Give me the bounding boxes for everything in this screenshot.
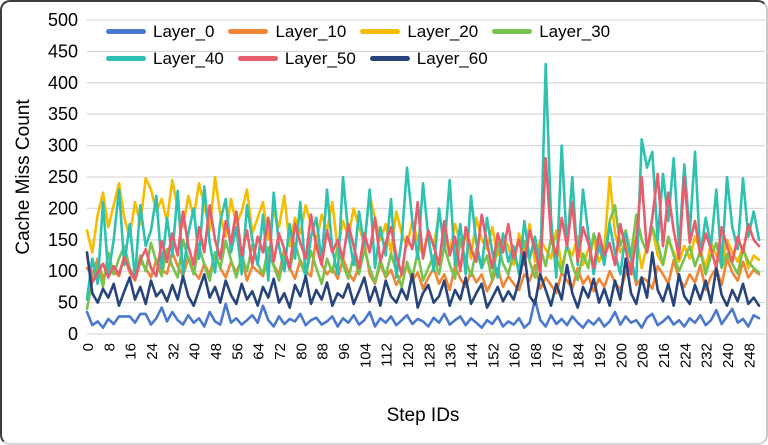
y-tick-label: 100 bbox=[48, 261, 78, 281]
legend-item-layer_50: Layer_50 bbox=[237, 48, 356, 69]
legend-item-layer_10: Layer_10 bbox=[228, 22, 346, 42]
series-line-layer_40 bbox=[85, 62, 761, 301]
legend-label: Layer_50 bbox=[284, 48, 356, 68]
legend-swatch-icon bbox=[369, 56, 410, 61]
x-tick-label: 120 bbox=[400, 343, 417, 368]
legend-label: Layer_0 bbox=[153, 21, 215, 41]
x-tick-label: 16 bbox=[123, 343, 140, 360]
legend-item-layer_40: Layer_40 bbox=[106, 49, 224, 69]
x-tick-label: 224 bbox=[677, 343, 694, 368]
y-axis-title: Cache Miss Count bbox=[13, 99, 34, 255]
series-line-layer_60 bbox=[85, 251, 761, 309]
legend-swatch-icon bbox=[228, 29, 269, 34]
x-tick-label: 40 bbox=[187, 343, 204, 360]
legend-label: Layer_60 bbox=[416, 48, 488, 68]
x-tick-label: 80 bbox=[293, 343, 310, 360]
x-tick-label: 208 bbox=[635, 343, 652, 368]
x-tick-label: 48 bbox=[208, 343, 225, 360]
x-tick-label: 96 bbox=[336, 343, 353, 360]
x-tick-label: 144 bbox=[464, 343, 481, 368]
y-tick-label: 250 bbox=[48, 167, 78, 187]
x-tick-label: 152 bbox=[485, 343, 502, 368]
x-tick-label: 112 bbox=[379, 343, 396, 367]
series-line-layer_0 bbox=[85, 298, 761, 330]
legend-swatch-icon bbox=[237, 56, 278, 61]
x-tick-label: 192 bbox=[592, 343, 609, 368]
x-tick-label: 160 bbox=[507, 343, 524, 368]
x-tick-label: 168 bbox=[528, 343, 545, 368]
y-tick-label: 300 bbox=[48, 136, 78, 156]
legend-item-layer_20: Layer_20 bbox=[360, 22, 478, 42]
y-tick-label: 500 bbox=[48, 10, 78, 30]
x-tick-label: 232 bbox=[699, 343, 716, 368]
x-tick-label: 64 bbox=[251, 343, 268, 360]
x-tick-label: 184 bbox=[571, 343, 588, 368]
x-tick-label: 128 bbox=[421, 343, 438, 368]
x-tick-label: 104 bbox=[357, 343, 374, 368]
legend-label: Layer_10 bbox=[275, 21, 347, 41]
y-tick-label: 350 bbox=[48, 104, 78, 124]
x-tick-label: 248 bbox=[741, 343, 758, 368]
y-tick-label: 450 bbox=[48, 41, 78, 61]
legend-label: Layer_20 bbox=[407, 21, 479, 41]
x-tick-label: 32 bbox=[165, 343, 182, 360]
y-tick-label: 50 bbox=[58, 293, 78, 313]
legend-swatch-icon bbox=[106, 56, 146, 61]
legend-label: Layer_30 bbox=[539, 21, 611, 41]
x-tick-label: 8 bbox=[101, 343, 118, 351]
x-tick-label: 136 bbox=[443, 343, 460, 368]
legend-swatch-icon bbox=[492, 29, 533, 34]
legend: Layer_0 Layer_10 Layer_20 Layer_30 Layer_40 L… bbox=[106, 18, 624, 72]
legend-row: Layer_0 Layer_10 Layer_20 Layer_30 bbox=[106, 18, 624, 45]
x-tick-label: 88 bbox=[315, 343, 332, 360]
series-line-layer_50 bbox=[85, 156, 761, 284]
y-tick-label: 400 bbox=[48, 73, 78, 93]
x-tick-label: 200 bbox=[613, 343, 630, 368]
x-tick-label: 24 bbox=[144, 343, 161, 360]
legend-label: Layer_40 bbox=[153, 48, 224, 68]
y-tick-label: 150 bbox=[48, 230, 78, 250]
y-tick-label: 200 bbox=[48, 198, 78, 218]
x-axis-title: Step IDs bbox=[386, 405, 460, 426]
x-tick-label: 216 bbox=[656, 343, 673, 368]
x-tick-label: 240 bbox=[720, 343, 737, 368]
series-line-layer_10 bbox=[85, 235, 761, 295]
legend-item-layer_60: Layer_60 bbox=[369, 48, 488, 69]
legend-swatch-icon bbox=[106, 29, 146, 34]
legend-item-layer_0: Layer_0 bbox=[106, 22, 214, 42]
x-tick-label: 176 bbox=[549, 343, 566, 368]
x-tick-label: 72 bbox=[272, 343, 289, 360]
x-tick-label: 56 bbox=[229, 343, 246, 360]
legend-swatch-icon bbox=[360, 29, 401, 34]
x-tick-label: 0 bbox=[80, 343, 97, 351]
y-tick-label: 0 bbox=[68, 324, 78, 344]
legend-row: Layer_40 Layer_50 Layer_60 bbox=[106, 45, 624, 72]
legend-item-layer_30: Layer_30 bbox=[492, 22, 610, 42]
